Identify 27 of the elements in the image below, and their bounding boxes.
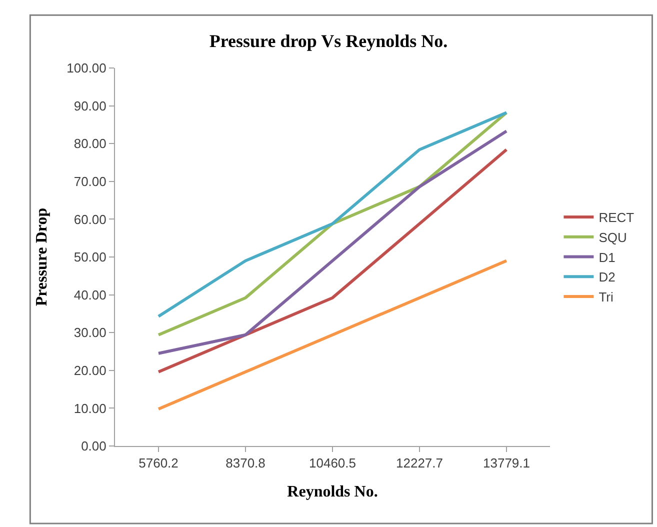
x-tick-label: 8370.8 — [226, 456, 266, 471]
legend-label: RECT — [598, 210, 634, 226]
x-axis-title: Reynolds No. — [287, 483, 378, 500]
y-tick-label: 90.00 — [74, 98, 106, 114]
x-tick-label: 13779.1 — [483, 456, 530, 471]
y-tick-label: 100.00 — [66, 60, 106, 76]
legend-label: SQU — [598, 230, 627, 245]
legend-label: D1 — [598, 250, 616, 265]
y-tick-label: 20.00 — [74, 362, 106, 378]
line-series — [157, 259, 508, 410]
x-tick-label: 12227.7 — [396, 456, 443, 471]
y-tick-label: 80.00 — [74, 136, 106, 152]
line-series — [157, 148, 508, 374]
y-tick-label: 70.00 — [74, 174, 106, 189]
y-tick-label: 50.00 — [74, 250, 106, 265]
y-tick-label: 0.00 — [81, 438, 106, 454]
y-tick-label: 10.00 — [74, 400, 106, 416]
x-tick-label: 5760.2 — [138, 456, 178, 471]
y-tick-label: 60.00 — [74, 212, 106, 227]
y-tick-label: 40.00 — [74, 287, 106, 302]
line-series — [157, 130, 508, 355]
y-axis-title: Pressure Drop — [34, 208, 51, 306]
x-tick-label: 10460.5 — [309, 456, 356, 471]
legend-label: D2 — [598, 270, 616, 285]
chart-title: Pressure drop Vs Reynolds No. — [209, 30, 448, 51]
legend-label: Tri — [598, 290, 614, 305]
y-tick-label: 30.00 — [74, 325, 106, 340]
